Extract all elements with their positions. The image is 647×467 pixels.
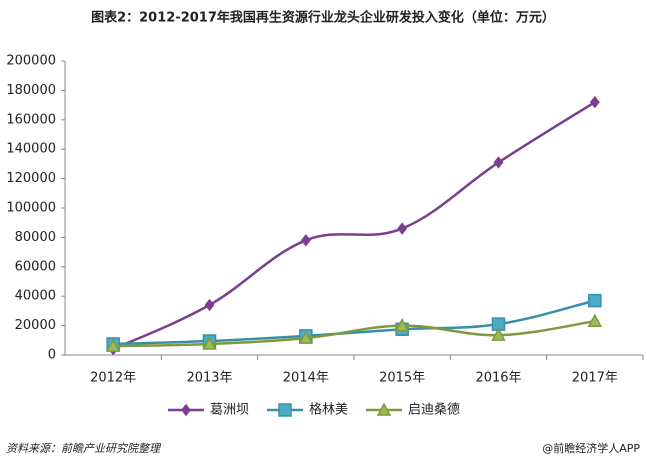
- data-point: [491, 327, 506, 341]
- x-tick-label: 2016年: [475, 371, 521, 386]
- data-point: [204, 298, 215, 312]
- data-point: [202, 336, 217, 350]
- y-tick-label: 180000: [6, 83, 56, 98]
- y-tick-label: 200000: [6, 54, 56, 69]
- legend-marker: [376, 402, 392, 416]
- data-point: [588, 293, 602, 308]
- y-tick-label: 80000: [15, 230, 56, 245]
- y-tick-label: 120000: [6, 171, 56, 186]
- data-point: [493, 156, 504, 169]
- legend-marker: [278, 403, 292, 417]
- chart-title: 图表2：2012-2017年我国再生资源行业龙头企业研发投入变化（单位：万元）: [91, 10, 555, 26]
- x-tick-label: 2015年: [379, 371, 425, 386]
- data-point: [589, 95, 600, 109]
- legend-marker: [181, 403, 191, 417]
- y-tick-label: 0: [48, 348, 56, 363]
- brand-note: @前瞻经济学人APP: [542, 441, 640, 455]
- data-point: [298, 330, 314, 344]
- source-note: 资料来源：前瞻产业研究院整理: [6, 442, 162, 455]
- y-tick-label: 40000: [15, 289, 56, 304]
- data-point: [587, 313, 603, 327]
- legend-label: 启迪桑德: [408, 403, 460, 418]
- x-tick-label: 2017年: [572, 371, 618, 386]
- y-tick-label: 20000: [15, 318, 56, 333]
- data-point: [397, 222, 408, 235]
- series-line: [113, 319, 596, 348]
- series-line: [112, 101, 596, 351]
- y-tick-label: 100000: [6, 201, 56, 216]
- y-tick-label: 140000: [6, 142, 56, 157]
- y-tick-label: 60000: [15, 259, 56, 274]
- series-line: [113, 299, 596, 346]
- data-point: [105, 338, 121, 352]
- data-point: [394, 318, 410, 332]
- x-tick-label: 2013年: [186, 371, 232, 386]
- x-tick-label: 2012年: [90, 371, 136, 386]
- data-point: [300, 234, 311, 247]
- legend-label: 格林美: [309, 402, 348, 418]
- x-tick-label: 2014年: [283, 371, 329, 386]
- y-tick-label: 160000: [6, 112, 56, 127]
- legend-label: 葛洲坝: [210, 403, 249, 418]
